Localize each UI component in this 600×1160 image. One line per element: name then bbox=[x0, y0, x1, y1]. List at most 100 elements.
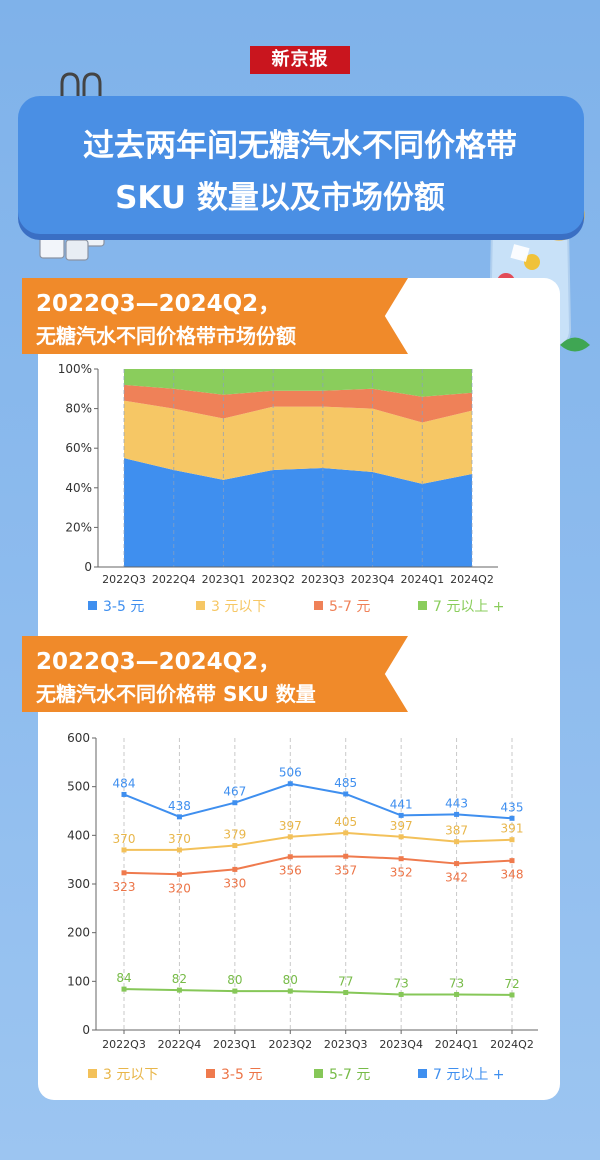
line-data-label: 467 bbox=[223, 785, 246, 799]
line-data-label: 506 bbox=[279, 766, 302, 780]
section2-banner: 2022Q3—2024Q2， 无糖汽水不同价格带 SKU 数量 bbox=[22, 636, 408, 712]
line-x-tick-label: 2024Q2 bbox=[490, 1038, 534, 1051]
line-point bbox=[121, 986, 127, 992]
line-point bbox=[176, 814, 182, 820]
area-x-tick-label: 2023Q3 bbox=[301, 573, 345, 586]
legend-item: 5-7 元 bbox=[314, 596, 370, 616]
line-y-tick-label: 0 bbox=[82, 1023, 90, 1037]
line-data-label: 435 bbox=[501, 800, 524, 814]
line-data-label: 356 bbox=[279, 864, 302, 878]
legend-item: 3-5 元 bbox=[206, 1064, 262, 1084]
line-point bbox=[509, 992, 515, 998]
line-data-label: 443 bbox=[445, 796, 468, 810]
area-x-tick-label: 2024Q2 bbox=[450, 573, 494, 586]
area-y-tick-label: 40% bbox=[65, 481, 92, 495]
legend-item: 7 元以上 + bbox=[418, 1064, 505, 1084]
line-data-label: 73 bbox=[449, 976, 464, 990]
line-point bbox=[509, 815, 515, 821]
line-data-label: 370 bbox=[168, 832, 191, 846]
area-y-tick-label: 0 bbox=[84, 560, 92, 574]
line-point bbox=[232, 988, 238, 994]
brand-logo: 新京报 bbox=[250, 46, 350, 74]
legend-item: 3 元以下 bbox=[88, 1064, 158, 1084]
line-series-1 bbox=[123, 855, 513, 876]
line-series-3 bbox=[123, 782, 513, 820]
legend-swatch bbox=[88, 601, 97, 610]
area-series-1 bbox=[124, 400, 472, 484]
line-point bbox=[121, 847, 127, 853]
line-data-label: 80 bbox=[283, 973, 298, 987]
legend-swatch bbox=[314, 1069, 323, 1078]
line-point bbox=[287, 854, 293, 860]
line-data-label: 80 bbox=[227, 973, 242, 987]
line-data-label: 323 bbox=[113, 880, 136, 894]
line-x-tick-label: 2022Q4 bbox=[158, 1038, 202, 1051]
sku-count-line-chart: 0 100 200 300 400 500 600 2022Q3 2022Q4 2023Q1 202… bbox=[67, 731, 538, 1051]
line-x-tick-label: 2023Q2 bbox=[268, 1038, 312, 1051]
line-point bbox=[121, 870, 127, 876]
line-data-label: 330 bbox=[223, 876, 246, 890]
line-data-label: 357 bbox=[334, 863, 357, 877]
area-x-tick-label: 2023Q2 bbox=[251, 573, 295, 586]
legend-label: 3-5 元 bbox=[221, 1067, 263, 1083]
line-data-label: 397 bbox=[279, 819, 302, 833]
section1-title-line2: 无糖汽水不同价格带市场份额 bbox=[36, 324, 296, 348]
area-y-tick-label: 80% bbox=[65, 402, 92, 416]
page-title-line1: 过去两年间无糖汽水不同价格带 bbox=[83, 128, 517, 164]
line-point bbox=[232, 800, 238, 806]
line-point bbox=[121, 791, 127, 797]
line-point bbox=[176, 847, 182, 853]
line-point bbox=[454, 839, 460, 845]
line-y-tick-label: 500 bbox=[67, 780, 90, 794]
legend-item: 7 元以上 + bbox=[418, 596, 505, 616]
legend-swatch bbox=[314, 601, 323, 610]
line-point bbox=[454, 991, 460, 997]
line-data-label: 352 bbox=[390, 866, 413, 880]
line-data-label: 342 bbox=[445, 871, 468, 885]
section1-title-line1: 2022Q3—2024Q2， bbox=[36, 291, 282, 317]
legend-label: 3-5 元 bbox=[103, 599, 145, 615]
line-point bbox=[454, 861, 460, 867]
line-y-tick-label: 300 bbox=[67, 877, 90, 891]
line-point bbox=[343, 990, 349, 996]
line-x-tick-label: 2024Q1 bbox=[435, 1038, 479, 1051]
legend-label: 3 元以下 bbox=[211, 599, 267, 615]
legend-swatch bbox=[418, 601, 427, 610]
area-series-2 bbox=[124, 384, 472, 423]
line-point bbox=[343, 853, 349, 859]
line-data-label: 73 bbox=[394, 976, 409, 990]
market-share-area-chart: 0 20% 40% 60% 80% 100% 2022Q3 2022Q4 2023Q1 2023Q… bbox=[58, 362, 498, 586]
line-point bbox=[176, 871, 182, 877]
line-x-tick-label: 2022Q3 bbox=[102, 1038, 146, 1051]
line-x-tick-label: 2023Q1 bbox=[213, 1038, 257, 1051]
line-point bbox=[398, 856, 404, 862]
legend-item: 3-5 元 bbox=[88, 596, 144, 616]
legend-swatch bbox=[418, 1069, 427, 1078]
area-x-tick-label: 2022Q3 bbox=[102, 573, 146, 586]
legend-label: 5-7 元 bbox=[329, 599, 371, 615]
line-x-tick-label: 2023Q3 bbox=[324, 1038, 368, 1051]
legend-label: 7 元以上 + bbox=[433, 1067, 505, 1083]
line-point bbox=[509, 837, 515, 843]
legend-swatch bbox=[88, 1069, 97, 1078]
area-series-3 bbox=[124, 369, 472, 397]
line-series-0 bbox=[124, 831, 513, 851]
line-data-label: 320 bbox=[168, 881, 191, 895]
line-point bbox=[398, 834, 404, 840]
line-data-label: 84 bbox=[116, 971, 131, 985]
section1-banner: 2022Q3—2024Q2， 无糖汽水不同价格带市场份额 bbox=[22, 278, 408, 354]
line-chart-legend: 3 元以下 3-5 元 5-7 元 7 元以上 + bbox=[88, 1064, 548, 1086]
line-point bbox=[454, 811, 460, 817]
line-y-tick-label: 400 bbox=[67, 828, 90, 842]
line-point bbox=[287, 988, 293, 994]
legend-label: 7 元以上 + bbox=[433, 599, 505, 615]
line-series-2 bbox=[123, 988, 513, 996]
line-y-tick-label: 100 bbox=[67, 974, 90, 988]
legend-item: 5-7 元 bbox=[314, 1064, 370, 1084]
line-point bbox=[232, 866, 238, 872]
area-x-tick-label: 2023Q4 bbox=[351, 573, 395, 586]
line-data-label: 484 bbox=[113, 776, 136, 790]
line-data-label: 441 bbox=[390, 797, 413, 811]
line-data-label: 379 bbox=[223, 828, 246, 842]
line-point bbox=[287, 834, 293, 840]
